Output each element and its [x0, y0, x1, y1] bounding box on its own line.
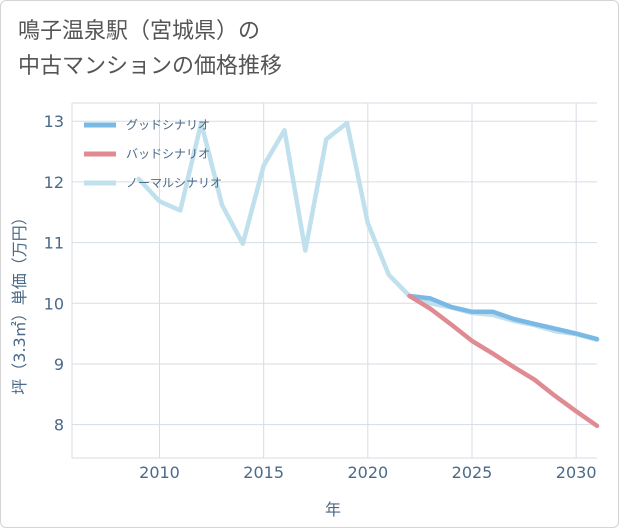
y-tick-label: 8 — [54, 416, 64, 435]
x-tick-label: 2015 — [243, 463, 284, 482]
x-axis-label: 年 — [324, 500, 342, 519]
title-line-2: 中古マンションの価格推移 — [18, 54, 283, 79]
grid-lines — [71, 102, 597, 459]
y-tick-label: 13 — [44, 112, 64, 131]
legend-label: バッドシナリオ — [126, 147, 210, 161]
chart-title: 鳴子温泉駅（宮城県）の 中古マンションの価格推移 — [18, 14, 282, 84]
title-line-1: 鳴子温泉駅（宮城県）の — [18, 19, 261, 44]
legend-label: グッドシナリオ — [126, 118, 210, 132]
y-tick-label: 10 — [44, 294, 64, 313]
y-tick-label: 12 — [44, 173, 64, 192]
legend-label: ノーマルシナリオ — [126, 176, 222, 190]
x-tick-labels: 2010 2015 2020 2025 2030 — [139, 463, 596, 482]
y-tick-labels: 8 9 10 11 12 13 — [44, 112, 64, 434]
series-lines — [136, 120, 600, 429]
x-tick-label: 2020 — [347, 463, 388, 482]
y-tick-label: 11 — [44, 234, 64, 253]
series-line-good — [407, 293, 600, 342]
y-tick-label: 9 — [54, 355, 64, 374]
y-axis-label: 坪（3.3㎡）単価（万円） — [10, 209, 29, 395]
x-tick-label: 2025 — [452, 463, 493, 482]
x-tick-label: 2030 — [556, 463, 597, 482]
x-tick-label: 2010 — [139, 463, 180, 482]
series-line-bad — [407, 293, 600, 429]
